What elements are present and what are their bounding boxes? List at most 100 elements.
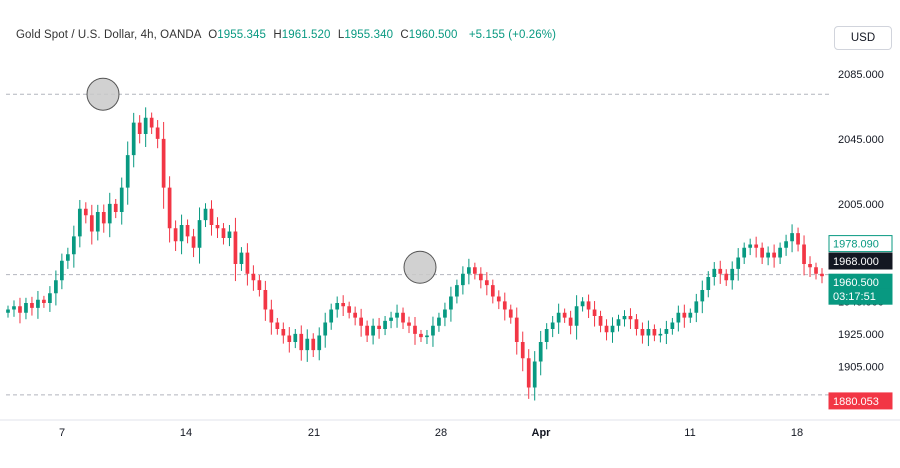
price-axis[interactable]: 2085.0002045.0002005.0001945.0001925.000… bbox=[838, 69, 884, 374]
candle bbox=[455, 279, 459, 304]
candle-body bbox=[772, 252, 776, 258]
candle bbox=[526, 349, 531, 399]
candle bbox=[766, 246, 770, 266]
candle-body bbox=[353, 312, 358, 318]
y-tick-label: 1905.000 bbox=[838, 361, 884, 373]
candle-body bbox=[12, 306, 16, 310]
candle-body bbox=[526, 358, 531, 388]
candle bbox=[784, 234, 788, 256]
candle-body bbox=[107, 203, 112, 224]
marker-circle-2 bbox=[403, 250, 437, 284]
candle-body bbox=[688, 312, 693, 318]
candle-body bbox=[113, 203, 118, 212]
candle bbox=[245, 243, 250, 286]
candle-body bbox=[77, 208, 82, 237]
candle-body bbox=[209, 208, 214, 225]
candle-body bbox=[54, 280, 58, 294]
price-badges: 1978.090 1968.000 1960.500 03:17:51 1880.053 bbox=[828, 235, 893, 410]
time-axis[interactable]: 7 14 21 28 Apr 11 18 bbox=[59, 427, 803, 439]
candle-body bbox=[299, 333, 304, 351]
candle-body bbox=[490, 285, 495, 297]
candle bbox=[484, 272, 489, 296]
candle bbox=[574, 295, 579, 340]
candle bbox=[490, 279, 495, 304]
candle-body bbox=[149, 117, 154, 128]
x-tick-label: 21 bbox=[308, 427, 320, 439]
candle-body bbox=[293, 333, 298, 342]
candle bbox=[652, 324, 657, 342]
candle-body bbox=[502, 301, 507, 310]
candle bbox=[329, 303, 334, 330]
candle-body bbox=[455, 285, 459, 297]
candle-body bbox=[203, 208, 208, 221]
candle-body bbox=[191, 236, 196, 248]
candle bbox=[718, 260, 723, 284]
candle bbox=[65, 247, 70, 269]
candle-body bbox=[484, 280, 489, 286]
candle bbox=[808, 256, 812, 277]
candle bbox=[820, 268, 824, 284]
candle bbox=[77, 199, 82, 248]
candle bbox=[664, 320, 669, 345]
marker-circle-1 bbox=[86, 77, 120, 111]
candle bbox=[119, 177, 124, 225]
candle-body bbox=[431, 325, 435, 336]
candle-body bbox=[197, 220, 202, 248]
candle bbox=[269, 299, 274, 335]
candle-body bbox=[383, 320, 387, 329]
candle-body bbox=[323, 322, 328, 336]
candle bbox=[263, 280, 268, 321]
candle-body bbox=[161, 138, 166, 188]
candle-body bbox=[664, 329, 669, 334]
candle-body bbox=[437, 317, 441, 326]
candle-body bbox=[221, 228, 226, 238]
candle bbox=[137, 115, 142, 144]
low-value: 1955.340 bbox=[344, 29, 394, 41]
candle bbox=[395, 304, 399, 328]
candle bbox=[700, 280, 705, 314]
candle-body bbox=[478, 273, 483, 281]
price-badge-current-box bbox=[828, 252, 893, 270]
candle-body bbox=[550, 322, 555, 329]
candle-body bbox=[586, 301, 591, 310]
change-value: +5.155 (+0.26%) bbox=[468, 29, 557, 41]
candle-body bbox=[269, 309, 274, 323]
candle-body bbox=[658, 333, 663, 336]
candle-body bbox=[89, 215, 94, 232]
candle bbox=[724, 269, 729, 286]
candle-body bbox=[706, 277, 711, 290]
candle bbox=[221, 223, 226, 245]
candle bbox=[443, 302, 447, 327]
candle-body bbox=[472, 267, 477, 274]
candle-body bbox=[18, 306, 22, 313]
candle-body bbox=[311, 338, 316, 351]
x-tick-label: 14 bbox=[180, 427, 192, 439]
candle bbox=[251, 265, 256, 291]
candle bbox=[191, 228, 196, 258]
candle-body bbox=[42, 299, 46, 303]
symbol-title: Gold Spot / U.S. Dollar, 4h, OANDA bbox=[16, 29, 201, 41]
candle bbox=[616, 314, 621, 332]
candle-body bbox=[101, 212, 106, 224]
candle-body bbox=[185, 225, 190, 237]
candle-body bbox=[610, 325, 615, 333]
candle bbox=[113, 199, 118, 219]
candle bbox=[520, 331, 525, 372]
candle bbox=[173, 220, 178, 251]
currency-button[interactable]: USD bbox=[834, 26, 892, 50]
candle bbox=[431, 316, 435, 347]
close-label: C bbox=[400, 29, 409, 41]
marker-layer bbox=[86, 77, 437, 284]
candle-body bbox=[443, 309, 447, 318]
candle-body bbox=[556, 312, 561, 323]
candle bbox=[293, 329, 298, 349]
candle bbox=[299, 325, 304, 361]
candle bbox=[622, 310, 627, 327]
candle-body bbox=[790, 233, 794, 242]
candle-body bbox=[167, 187, 172, 229]
candle bbox=[30, 296, 34, 316]
candle bbox=[389, 311, 393, 329]
candle-body bbox=[694, 301, 699, 313]
candle-body bbox=[263, 290, 268, 310]
